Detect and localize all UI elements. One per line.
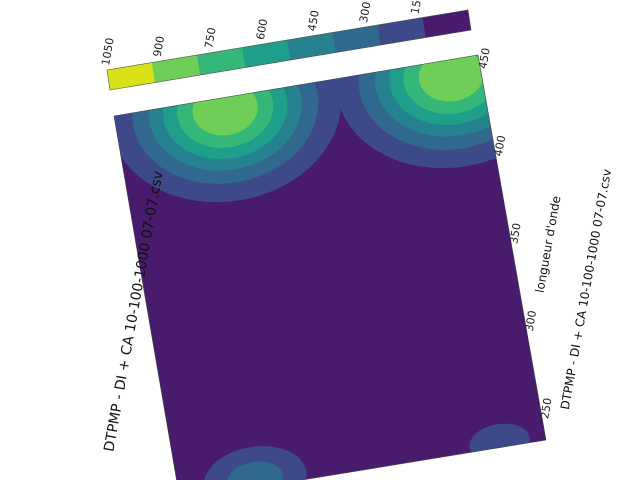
colorbar-swatch (151, 54, 201, 83)
plot-frame (113, 54, 547, 480)
axis-tick-label: 250 (538, 397, 554, 420)
colorbar-swatch (196, 47, 246, 76)
colorbar-tick-label: 750 (202, 26, 218, 49)
colorbar: 1050 900 750 600 450 300 150 (99, 0, 472, 91)
colorbar-swatch (242, 39, 291, 68)
colorbar-swatch (106, 62, 156, 91)
axis-label: longueur d'onde (533, 195, 564, 294)
secondary-label: DTPMP - DI + CA 10-100-1000 07-07.csv (558, 168, 614, 411)
axis-tick-label: 300 (523, 309, 539, 332)
colorbar-swatch (422, 9, 472, 38)
colorbar-tick-label: 900 (151, 35, 167, 58)
axis-tick-label: 350 (507, 222, 523, 245)
colorbar-frame (106, 9, 472, 91)
wavelength-axis: 250 300 350 400 450 (476, 47, 554, 420)
colorbar-tick-label: 150 (409, 0, 425, 15)
axis-tick-label: 400 (492, 134, 508, 157)
axis-tick-label: 450 (476, 47, 492, 70)
colorbar-tick-label: 1050 (99, 37, 117, 67)
colorbar-tick-label: 600 (254, 18, 270, 41)
colorbar-swatch (287, 32, 336, 61)
colorbar-tick-label: 300 (357, 1, 373, 24)
colorbar-swatch (377, 17, 427, 46)
colorbar-swatch (332, 24, 382, 53)
colorbar-tick-label: 450 (305, 9, 321, 32)
